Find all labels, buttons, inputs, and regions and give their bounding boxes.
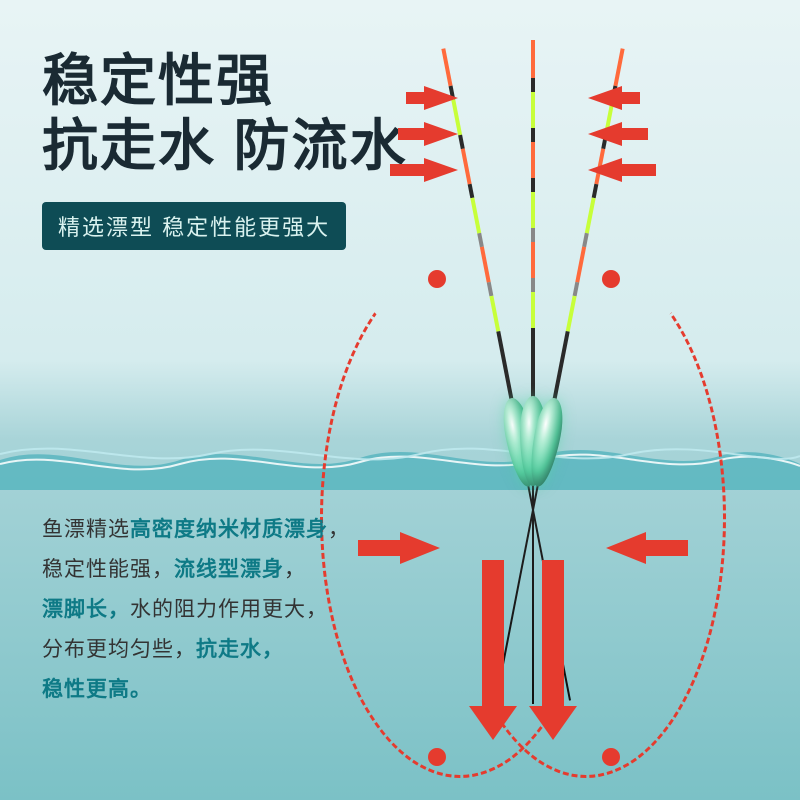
down-arrow-left xyxy=(482,560,504,710)
headline-line-2: 抗走水 防流水 xyxy=(42,117,408,176)
headline: 稳定性强 抗走水 防流水 xyxy=(42,52,408,176)
description: 鱼漂精选高密度纳米材质漂身， 稳定性能强，流线型漂身， 漂脚长，水的阻力作用更大… xyxy=(42,510,350,709)
headline-line-1: 稳定性强 xyxy=(42,52,408,111)
dot-top-right xyxy=(602,270,620,288)
dot-bot-right xyxy=(602,748,620,766)
dot-bot-left xyxy=(428,748,446,766)
sub-pill: 精选漂型 稳定性能更强大 xyxy=(42,202,346,250)
down-arrow-right xyxy=(542,560,564,710)
dot-top-left xyxy=(428,270,446,288)
